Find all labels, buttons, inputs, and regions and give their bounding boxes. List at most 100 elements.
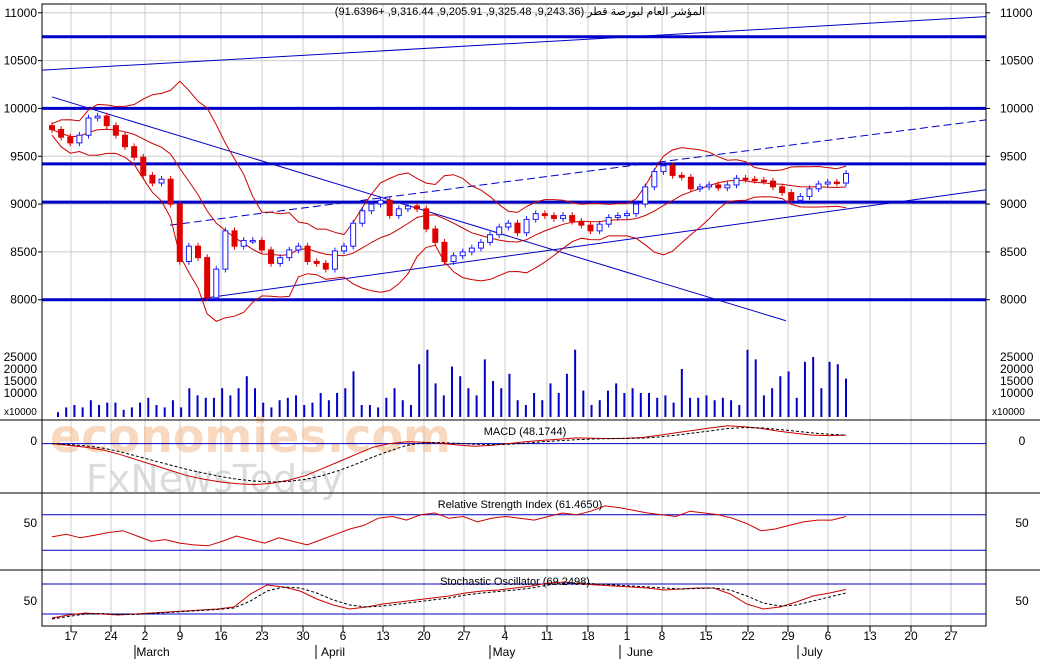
candle-body: [623, 213, 630, 217]
candle-body: [505, 222, 512, 228]
xtick-label: 17: [64, 629, 78, 643]
xtick-label: 20: [417, 629, 431, 643]
candle-body: [779, 186, 786, 194]
candle-body: [103, 115, 110, 127]
candle-body: [751, 178, 758, 182]
macd-series-1: [51, 427, 847, 483]
month-label-may: May: [493, 645, 516, 659]
candle-body: [176, 203, 183, 262]
xtick-label: 2: [142, 629, 149, 643]
candle-body: [240, 239, 247, 247]
ytick-left-9500: 9500: [10, 149, 37, 163]
xtick-label: 23: [255, 629, 269, 643]
candle-body: [843, 172, 849, 184]
xtick-label: 20: [904, 629, 918, 643]
xtick-label: 6: [340, 629, 347, 643]
ytick-right-10500: 10500: [1000, 54, 1034, 68]
watermark: economies.com FxNewsToday: [50, 409, 451, 501]
candle-body: [715, 184, 722, 189]
candle-body: [313, 260, 320, 264]
xtick-label: 13: [376, 629, 390, 643]
candle-body: [550, 215, 557, 219]
candle-body: [213, 268, 220, 299]
watermark-economies: economies.com: [50, 409, 451, 463]
bollinger-upper-line: [51, 80, 847, 236]
candle-body: [605, 216, 612, 225]
candle-body: [414, 205, 421, 210]
xtick-label: 16: [214, 629, 228, 643]
candle-body: [441, 241, 448, 262]
macd-ytick-left: 0: [30, 434, 37, 448]
xtick-label: 6: [825, 629, 832, 643]
ytick-right-11000: 11000: [1000, 6, 1033, 20]
ytick-left-11000: 11000: [5, 6, 38, 20]
bollinger-lower-line: [51, 134, 847, 322]
xtick-label: 29: [781, 629, 795, 643]
xtick-label: 8: [659, 629, 666, 643]
stoch-series-1: [51, 582, 847, 620]
month-label-july: July: [801, 645, 822, 659]
vol-tick-right: 25000: [1000, 350, 1034, 364]
candle-body: [815, 183, 822, 190]
candle-body: [131, 146, 138, 158]
candle-body: [788, 192, 795, 201]
candle-body: [514, 222, 521, 234]
candle-body: [395, 208, 402, 217]
xtick-label: 27: [944, 629, 958, 643]
candle-body: [468, 247, 475, 253]
watermark-fxnewstoday: FxNewsToday: [86, 457, 343, 501]
candle-body: [322, 262, 329, 270]
candle-body: [76, 134, 83, 144]
candle-body: [359, 210, 366, 224]
candle-body: [377, 199, 384, 205]
moving-average-line: [51, 128, 847, 257]
candle-body: [651, 171, 658, 188]
candle-body: [660, 165, 667, 173]
candle-body: [477, 241, 484, 249]
xtick-label: 1: [624, 629, 631, 643]
macd-series-0: [51, 425, 847, 486]
candle-body: [58, 128, 65, 138]
candle-body: [696, 186, 703, 190]
candle-body: [596, 223, 603, 232]
stoch-ytick-right: 50: [1015, 594, 1029, 608]
candle-body: [824, 181, 831, 185]
candle-body: [277, 257, 284, 264]
candle-body: [833, 181, 840, 185]
candle-body: [304, 245, 311, 262]
candle-body: [231, 230, 238, 247]
rsi-ytick-right: 50: [1015, 516, 1029, 530]
candle-body: [578, 220, 585, 226]
trend-line-upper: [41, 16, 987, 71]
xtick-label: 30: [296, 629, 310, 643]
xtick-label: 27: [457, 629, 471, 643]
ytick-right-9000: 9000: [1000, 197, 1027, 211]
ytick-left-9000: 9000: [10, 197, 37, 211]
candle-body: [496, 226, 503, 236]
candle-body: [633, 203, 640, 215]
xtick-label: 22: [741, 629, 755, 643]
ytick-left-8500: 8500: [10, 245, 37, 259]
ytick-right-10000: 10000: [1000, 101, 1034, 115]
vol-tick-right: 10000: [1000, 386, 1034, 400]
candle-body: [185, 245, 192, 262]
candle-body: [742, 177, 749, 181]
candle-body: [669, 165, 676, 176]
candle-body: [268, 249, 275, 264]
month-label-june: June: [627, 645, 653, 659]
candle-body: [724, 184, 731, 189]
candle-body: [614, 215, 621, 218]
candle-body: [149, 174, 156, 184]
vol-scale-left: x10000: [4, 407, 37, 418]
candle-body: [404, 205, 411, 210]
macd-title: MACD (48.1744): [484, 426, 567, 438]
candle-body: [532, 213, 539, 220]
rsi-ytick-left: 50: [24, 516, 38, 530]
month-label-march: March: [136, 645, 169, 659]
candle-body: [687, 176, 694, 190]
trend-line-support: [185, 189, 987, 302]
candle-body: [706, 184, 713, 188]
candle-body: [122, 134, 129, 148]
